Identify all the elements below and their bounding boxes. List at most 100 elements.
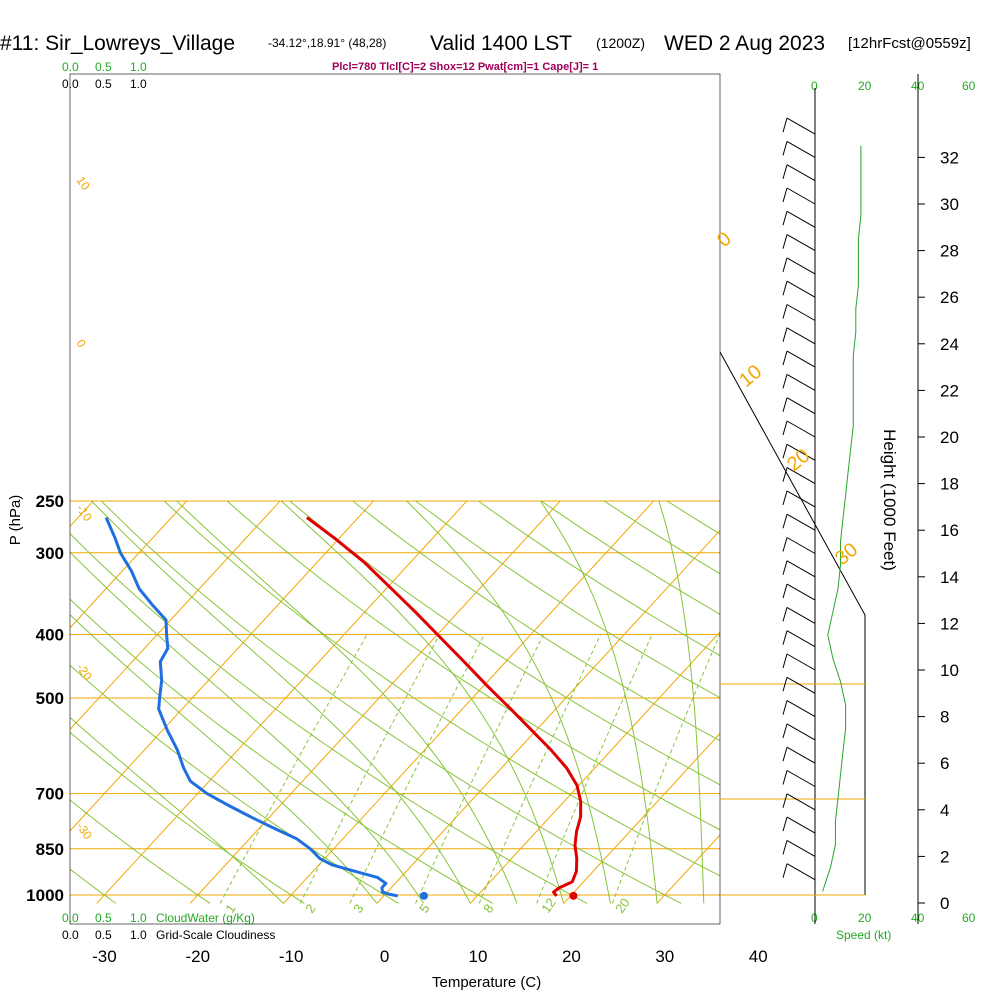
height-tick-label: 26 (940, 288, 959, 307)
mixing-ratio-label: 8 (480, 901, 496, 916)
height-tick-label: 0 (940, 894, 949, 913)
wind-barb-shaft (786, 443, 816, 461)
bottom-cloudiness-tick: 0.5 (95, 928, 112, 942)
wind-barb-flag (782, 514, 788, 529)
isotherm-line (96, 500, 468, 904)
top-speed-tick: 20 (858, 79, 872, 93)
zulu-time: (1200Z) (596, 35, 645, 51)
dry-adiabat-line (352, 500, 720, 742)
wind-barb-shaft (786, 257, 816, 275)
bottom-cloudwater-scale: 0.0 0.5 1.0 CloudWater (g/Kg) (62, 911, 255, 925)
dry-adiabat-line (70, 731, 305, 904)
forecast-date: WED 2 Aug 2023 (664, 32, 825, 55)
wind-barb-shaft (786, 164, 816, 182)
top-cloudiness-tick: 0.5 (95, 77, 112, 91)
wind-barb-flag (782, 816, 788, 832)
dry-adiabat-line (478, 500, 720, 657)
moist-adiabat-line (91, 500, 471, 904)
dry-adiabat-line (70, 598, 493, 904)
moist-adiabat-line (539, 500, 658, 904)
clipped-lines (70, 500, 1000, 904)
wind-barb-shaft (786, 746, 816, 764)
wind-barb-shaft (786, 304, 816, 321)
pressure-tick-label: 700 (36, 785, 64, 804)
wind-barb-shaft (786, 513, 816, 531)
mixing-ratio-label: 2 (302, 901, 318, 916)
wind-barb-flag (782, 560, 788, 575)
top-cloudiness-tick: 1.0 (130, 77, 147, 91)
wind-barb-shaft (786, 560, 816, 578)
wind-barb-shaft (786, 630, 816, 648)
top-cloudwater-tick: 0.0 (62, 60, 79, 74)
isotherm-label: 0 (74, 337, 89, 351)
wind-frame-line (719, 351, 866, 895)
bottom-speed-tick: 20 (858, 911, 872, 925)
top-speed-tick: 0 (811, 79, 818, 93)
wind-barb-shaft (786, 397, 816, 415)
height-tick-label: 4 (940, 801, 949, 820)
wind-barb-flag (782, 350, 788, 366)
isotherm-line (70, 500, 188, 629)
height-tick-label: 22 (940, 381, 959, 400)
wind-barb-shaft (786, 280, 816, 298)
isotherm-line (656, 834, 720, 904)
wind-barb-flag (782, 257, 788, 273)
wind-speed-line (822, 145, 862, 892)
wind-barb-flag (782, 397, 788, 412)
top-cloudwater-tick: 0.5 (95, 60, 112, 74)
mixing-ratio-label: 3 (350, 901, 366, 916)
wind-barb-shaft (786, 770, 816, 787)
wind-barb-shaft (786, 467, 816, 485)
top-speed-scale: 0 20 40 60 (811, 79, 976, 93)
wind-barb-flag (782, 374, 788, 389)
wind-barb-flag (782, 583, 788, 599)
wind-barb-flag (782, 187, 788, 203)
bottom-speed-tick: 60 (962, 911, 976, 925)
wind-barb-shaft (786, 140, 816, 158)
pressure-tick-label: 1000 (26, 886, 64, 905)
wind-barb-flag (782, 420, 788, 436)
pressure-tick-label: 500 (36, 689, 64, 708)
height-tick-label: 14 (940, 568, 959, 587)
height-tick-label: 24 (940, 335, 959, 354)
wind-barb-flag (782, 327, 788, 342)
moist-adiabat-line (70, 716, 284, 904)
isotherm-line (70, 500, 281, 731)
dry-adiabat-line (919, 501, 1000, 903)
wind-barb-shaft (786, 373, 816, 391)
dewpoint-line (104, 516, 399, 898)
wind-barb-flag (782, 793, 788, 808)
height-tick-label: 30 (940, 195, 959, 214)
temperature-tick-label: 30 (655, 947, 674, 966)
dry-adiabat-line (415, 500, 720, 699)
pressure-tick-label: 400 (36, 626, 64, 645)
top-speed-tick: 60 (962, 79, 976, 93)
height-tick-label: 16 (940, 521, 959, 540)
height-tick-label: 20 (940, 428, 959, 447)
isotherm-label: 10 (74, 174, 93, 193)
wind-barb-flag (782, 863, 788, 878)
bottom-cloudwater-tick: 0.0 (62, 911, 79, 925)
wind-barb-shaft (786, 839, 816, 857)
dry-adiabat-line (70, 799, 211, 904)
wind-barb-shaft (786, 187, 816, 205)
cloudiness-label: Grid-Scale Cloudiness (156, 928, 275, 942)
moist-adiabat-line (406, 500, 611, 904)
bottom-cloudiness-tick: 0.0 (62, 928, 79, 942)
isotherm-label: 0 (713, 228, 736, 252)
isotherm-line (70, 500, 374, 832)
moist-adiabat-line (176, 500, 518, 904)
isotherm-label: -10 (74, 502, 96, 525)
mixing-ratio-line (299, 634, 440, 904)
wind-barb-shaft (786, 700, 816, 718)
height-tick-label: 2 (940, 847, 949, 866)
bottom-cloudwater-tick: 0.5 (95, 911, 112, 925)
dry-adiabat-line (100, 500, 682, 904)
pressure-tick-label: 850 (36, 840, 64, 859)
wind-barb-flag (782, 723, 788, 739)
wind-barb-shaft (786, 676, 816, 694)
wind-barb-shaft (786, 793, 816, 811)
wind-barb-shaft (786, 537, 816, 554)
dry-adiabat-line (666, 500, 720, 535)
